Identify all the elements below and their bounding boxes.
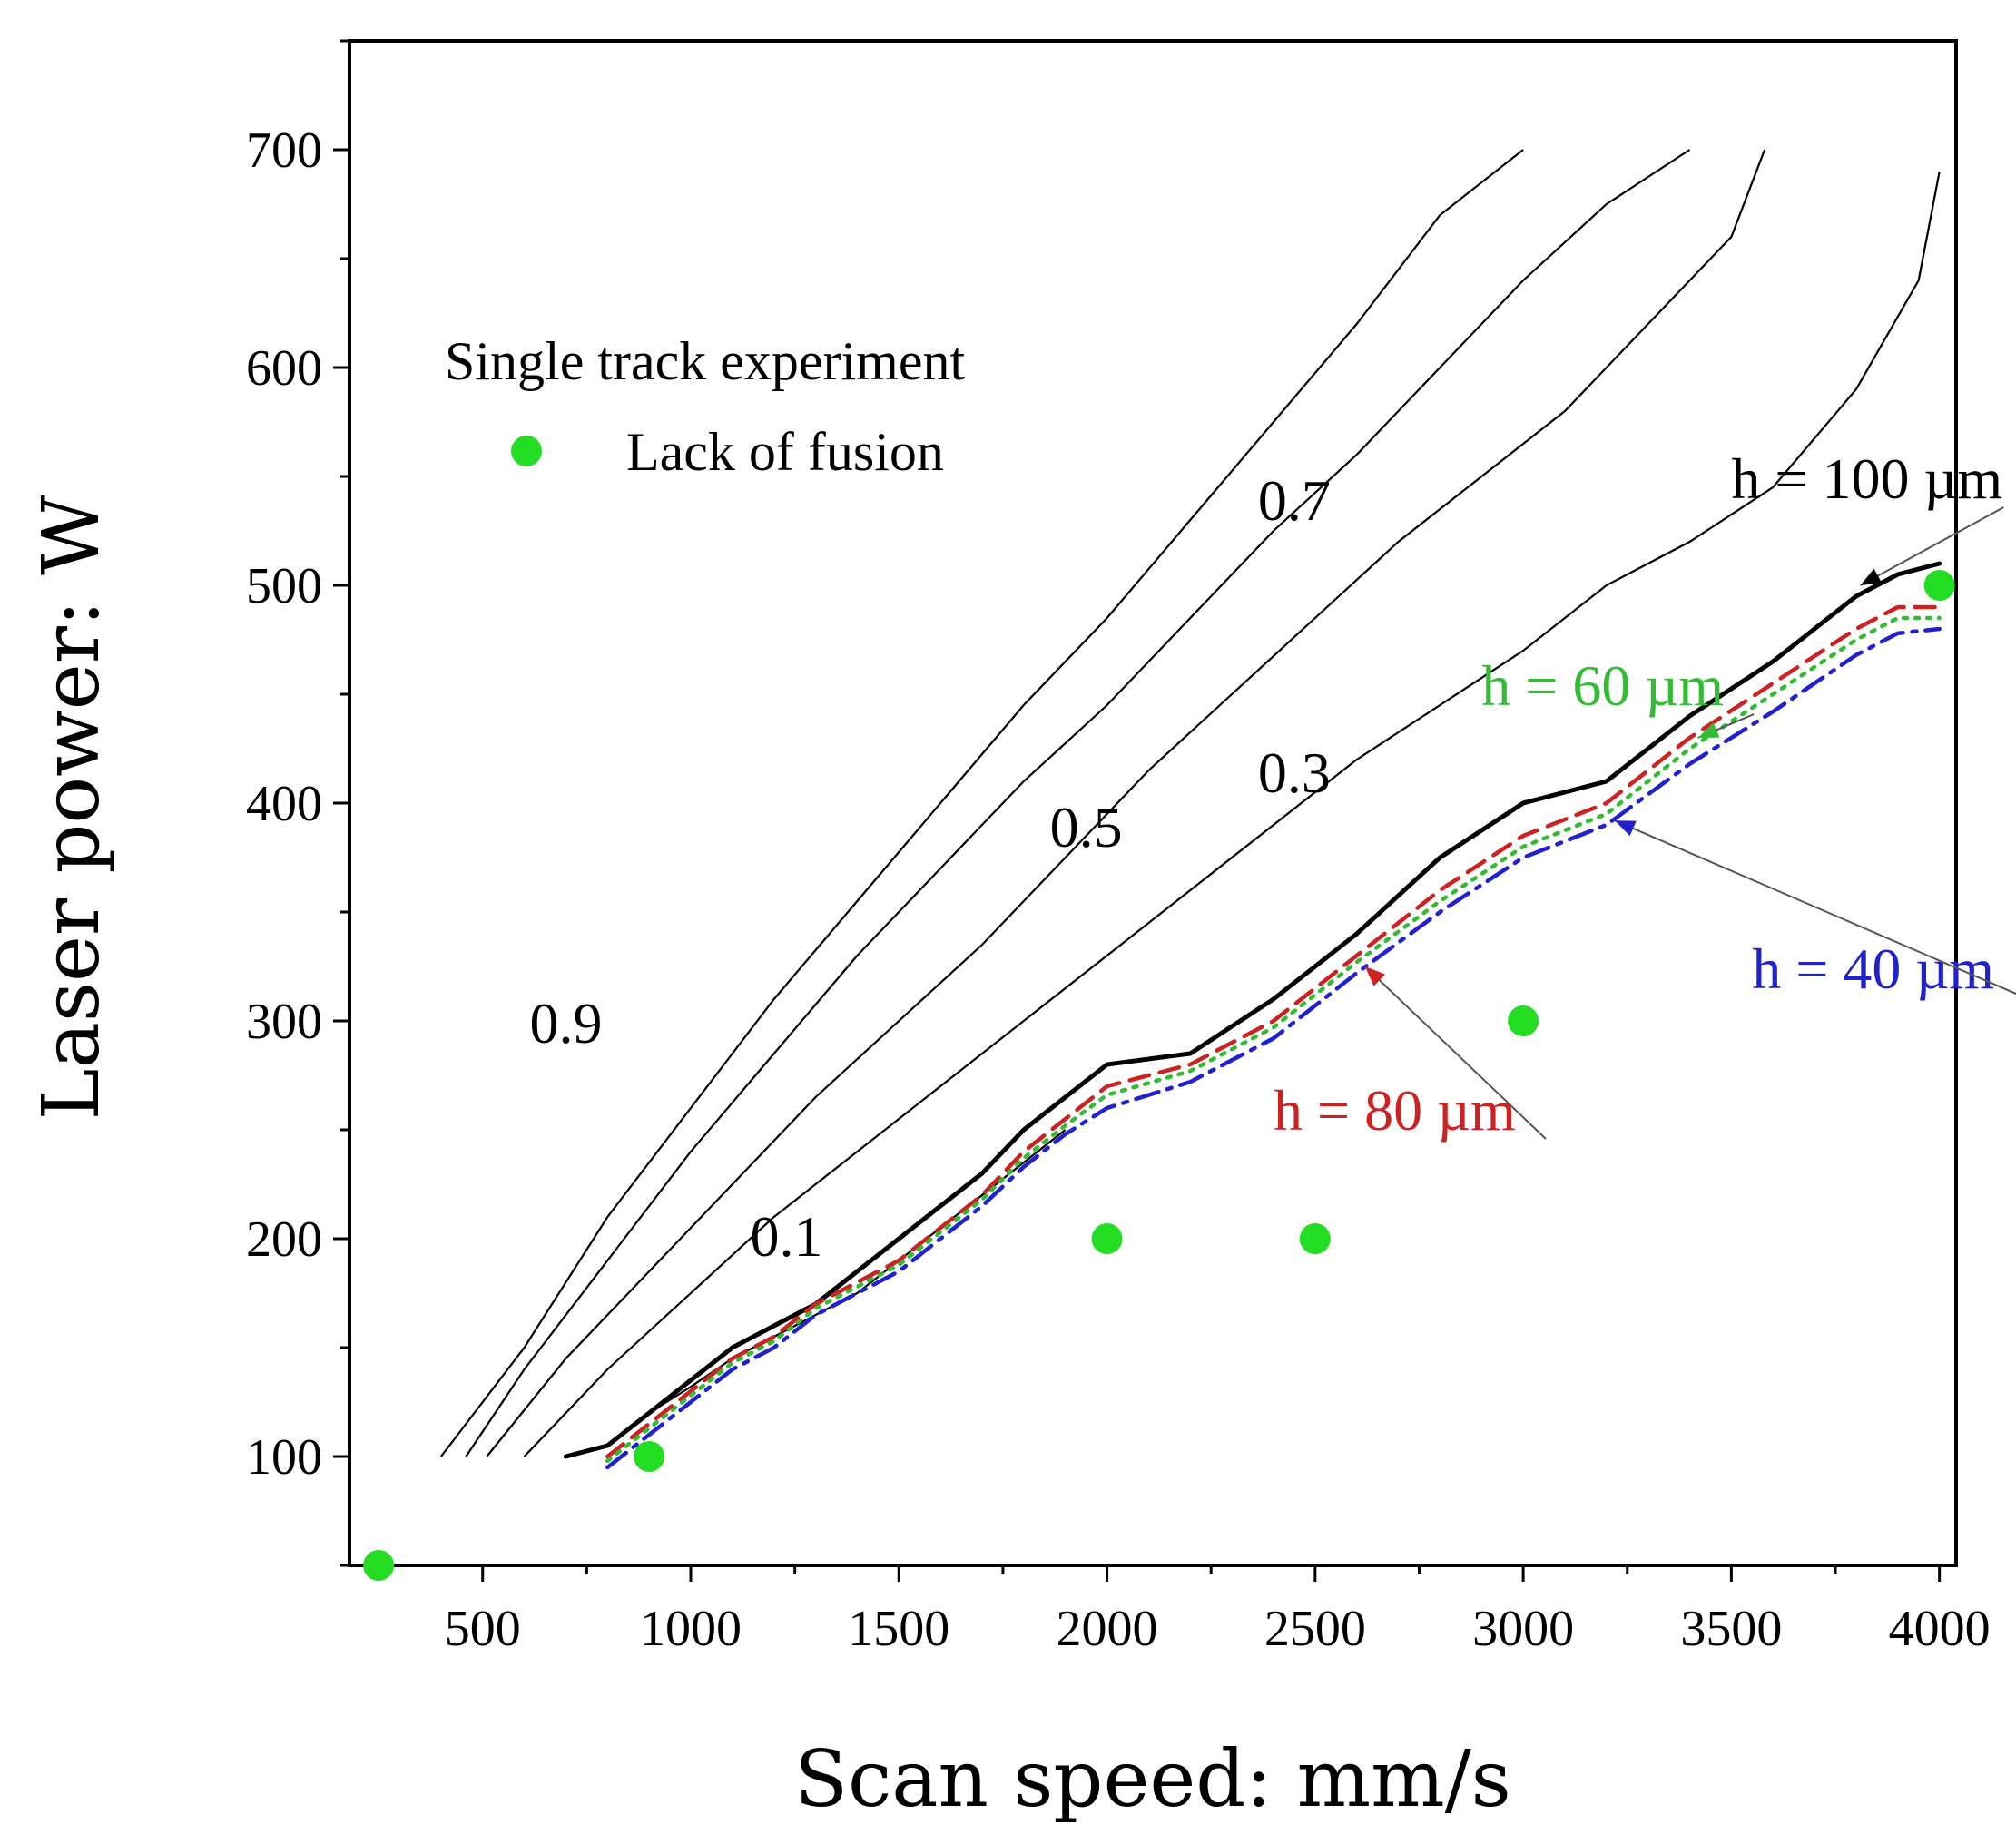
series-arrow-1 (1364, 966, 1547, 1140)
x-tick-label-500: 500 (445, 1601, 521, 1657)
series-arrowhead-1 (1364, 966, 1385, 986)
x-tick-label-1000: 1000 (640, 1601, 742, 1657)
series-arrow-0 (1860, 506, 2004, 586)
x-tick-label-3000: 3000 (1472, 1601, 1574, 1657)
lack-of-fusion-point-5 (1923, 570, 1955, 601)
lack-of-fusion-point-4 (1508, 1005, 1539, 1036)
series-lines (563, 561, 1942, 1470)
y-tick-label-600: 600 (246, 340, 322, 397)
legend-marker (511, 436, 542, 466)
series-line-2 (605, 615, 1942, 1464)
y-tick-label-200: 200 (246, 1211, 322, 1268)
lack-of-fusion-point-3 (1299, 1223, 1331, 1254)
series-label-0: h = 100 µm (1731, 446, 2002, 511)
series-label-2: h = 60 µm (1481, 653, 1724, 718)
contour-line-0.9 (440, 149, 1524, 1457)
lack-of-fusion-points (363, 570, 1955, 1581)
contour-label-0.1: 0.1 (750, 1204, 822, 1269)
contour-label-0.3: 0.3 (1258, 741, 1331, 805)
lack-of-fusion-point-1 (634, 1441, 665, 1472)
series-label-3: h = 40 µm (1752, 937, 1994, 1001)
x-tick-label-2500: 2500 (1264, 1601, 1366, 1657)
axes: 500 1000 1500 2000 2500 3000 3500 4000 100 200 300… (246, 39, 1991, 1657)
lack-of-fusion-point-2 (1091, 1223, 1123, 1254)
y-tick-label-700: 700 (246, 123, 322, 179)
y-axis-title: Laser power: W (26, 495, 117, 1121)
x-tick-label-2000: 2000 (1057, 1601, 1158, 1657)
legend-label-lack-of-fusion: Lack of fusion (626, 422, 944, 482)
contour-label-0.9: 0.9 (529, 991, 602, 1055)
contour-label-0.7: 0.7 (1258, 468, 1331, 533)
y-tick-label-400: 400 (246, 776, 322, 832)
series-arrow-3 (1614, 819, 2016, 996)
x-tick-label-3500: 3500 (1680, 1601, 1782, 1657)
y-tick-label-100: 100 (246, 1429, 322, 1486)
plot-frame (348, 39, 1958, 1567)
legend: Single track experiment Lack of fusion (445, 331, 965, 482)
y-tick-label-500: 500 (246, 558, 322, 614)
series-annotations: h = 100 µm h = 80 µm h = 60 µm h = 40 µm (1274, 446, 2016, 1143)
x-tick-label-4000: 4000 (1889, 1601, 1991, 1657)
contour-line-0.7 (465, 149, 1691, 1457)
contour-lines: 0.9 0.7 0.5 0.3 0.1 (440, 149, 1941, 1457)
series-line-0 (563, 561, 1942, 1459)
contour-line-0.5 (486, 149, 1766, 1457)
x-tick-label-1500: 1500 (848, 1601, 949, 1657)
contour-label-0.5: 0.5 (1050, 795, 1123, 859)
series-label-1: h = 80 µm (1274, 1078, 1516, 1143)
series-line-3 (605, 626, 1942, 1470)
contour-line-0.3 (523, 171, 1941, 1457)
lack-of-fusion-point-0 (363, 1550, 395, 1581)
series-arrowhead-2 (1697, 722, 1720, 738)
legend-title: Single track experiment (445, 331, 965, 391)
series-arrowhead-3 (1614, 820, 1637, 837)
series-line-1 (605, 604, 1942, 1459)
y-tick-label-300: 300 (246, 994, 322, 1050)
series-arrowhead-0 (1860, 568, 1883, 585)
x-axis-title: Scan speed: mm/s (794, 1734, 1511, 1825)
